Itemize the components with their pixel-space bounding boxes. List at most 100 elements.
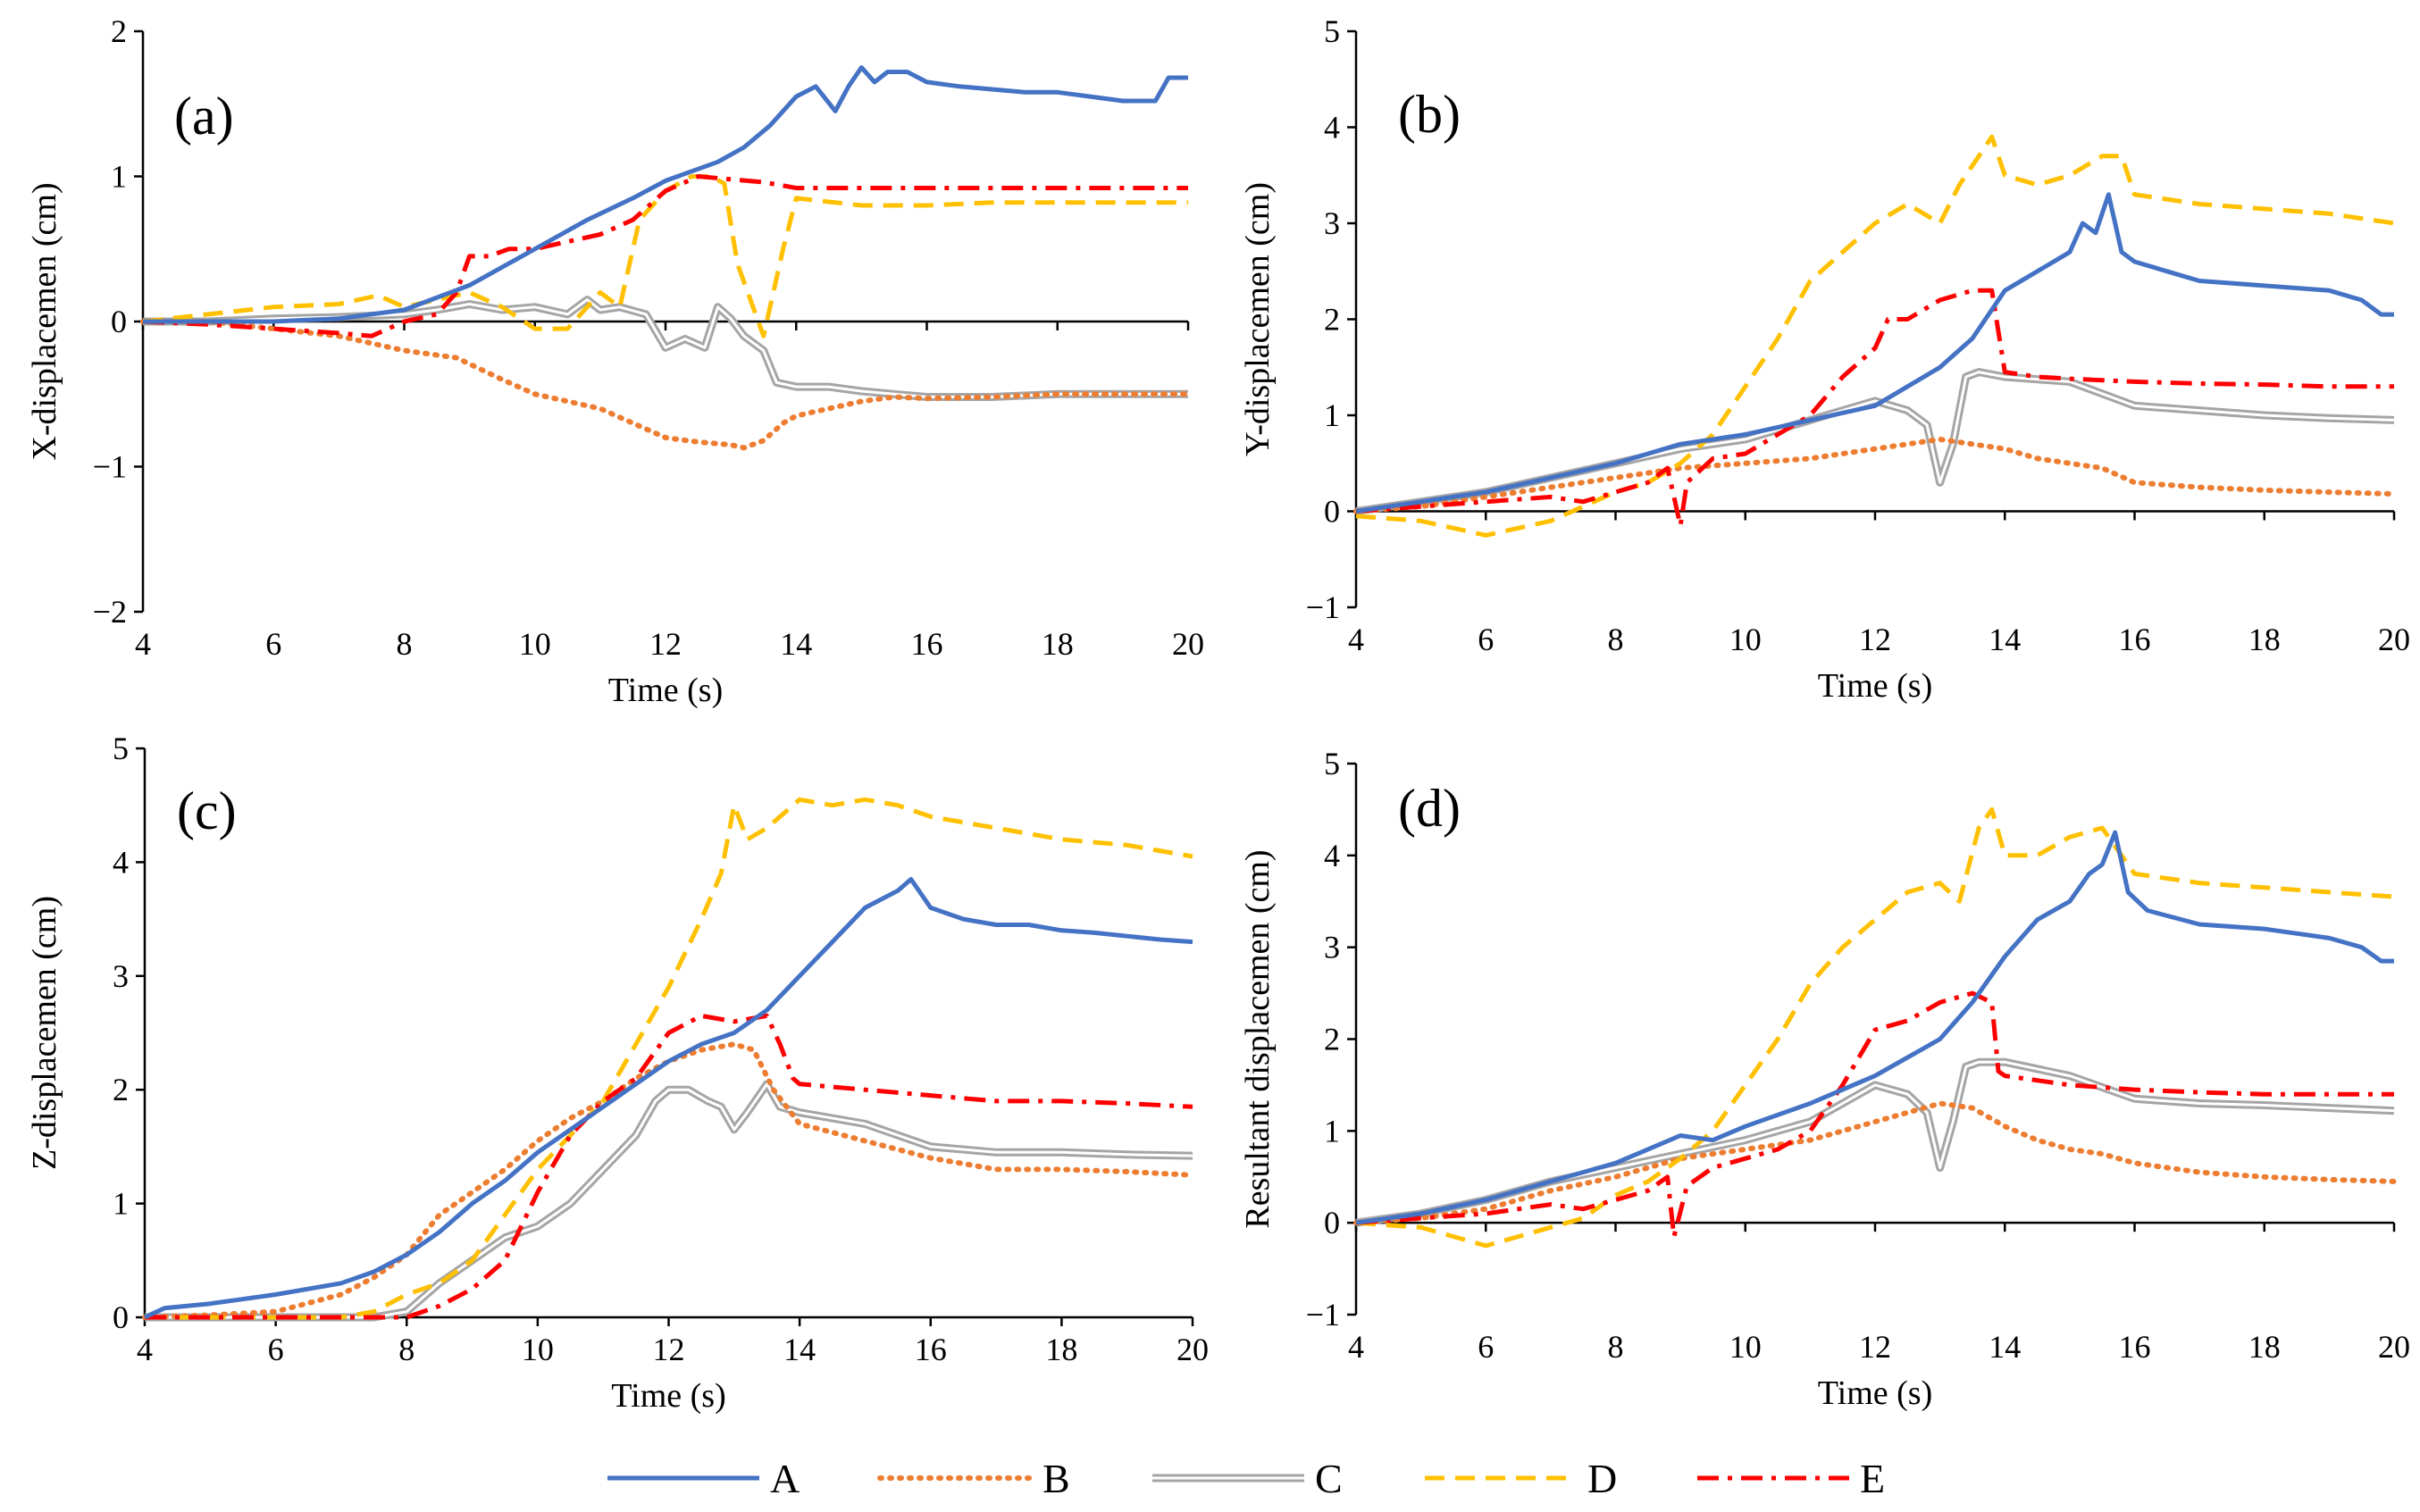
x-tick-label: 6 xyxy=(265,626,281,662)
x-tick-label: 8 xyxy=(1608,622,1624,657)
y-tick-label: 1 xyxy=(113,1186,129,1222)
y-tick-label: −1 xyxy=(1306,1297,1340,1332)
y-tick-label: 3 xyxy=(113,958,129,994)
legend-label-b: B xyxy=(1043,1456,1070,1501)
series-d xyxy=(142,174,1188,338)
x-tick-label: 4 xyxy=(137,1332,153,1367)
x-tick-label: 10 xyxy=(1729,622,1762,657)
series-e xyxy=(1355,288,2394,529)
x-axis-title: Time (s) xyxy=(608,672,723,709)
x-tick-label: 4 xyxy=(135,626,151,662)
x-tick-label: 16 xyxy=(915,1332,947,1367)
panel-label: (c) xyxy=(177,781,237,840)
legend: A B C D E xyxy=(607,1456,1885,1501)
y-tick-label: 0 xyxy=(1324,1205,1340,1241)
y-tick-label: 0 xyxy=(111,304,127,339)
x-tick-label: 16 xyxy=(2119,1329,2151,1365)
x-tick-label: 8 xyxy=(397,626,413,662)
y-tick-label: 5 xyxy=(1324,13,1340,49)
series-e xyxy=(142,174,1188,338)
x-tick-label: 12 xyxy=(653,1332,685,1367)
x-tick-label: 20 xyxy=(2378,1329,2410,1365)
x-tick-label: 20 xyxy=(2378,622,2410,657)
y-tick-label: −1 xyxy=(1306,589,1340,625)
x-tick-label: 18 xyxy=(2248,622,2281,657)
y-tick-label: 4 xyxy=(1324,838,1340,873)
x-axis-title: Time (s) xyxy=(1818,1374,1932,1412)
series-c xyxy=(145,1080,1193,1322)
x-tick-label: 16 xyxy=(911,626,943,662)
series-b xyxy=(1353,436,2397,514)
panel-label: (a) xyxy=(174,87,234,146)
x-tick-label: 10 xyxy=(519,626,551,662)
y-tick-label: 0 xyxy=(113,1299,129,1335)
y-tick-label: 1 xyxy=(1324,1113,1340,1149)
y-axis-title: Z-displacemen (cm) xyxy=(26,896,63,1170)
series-d xyxy=(1355,806,2395,1249)
y-axis-title: X-displacemen (cm) xyxy=(26,182,63,460)
series-b xyxy=(142,1041,1195,1320)
series-b xyxy=(140,319,1191,451)
y-tick-label: 5 xyxy=(1324,746,1340,781)
y-tick-label: 5 xyxy=(113,731,129,766)
x-tick-label: 16 xyxy=(2119,622,2151,657)
series-e xyxy=(145,1013,1193,1320)
x-tick-label: 18 xyxy=(1042,626,1074,662)
x-axis-title: Time (s) xyxy=(1818,667,1932,705)
legend-label-d: D xyxy=(1587,1456,1617,1501)
series-a xyxy=(143,65,1188,324)
y-tick-label: 4 xyxy=(113,844,129,880)
y-tick-label: 1 xyxy=(111,159,127,195)
series-a xyxy=(1355,830,2394,1225)
x-tick-label: 14 xyxy=(1989,1329,2021,1365)
legend-label-e: E xyxy=(1860,1456,1885,1501)
series-a xyxy=(1355,192,2394,514)
panel-label: (b) xyxy=(1398,85,1461,144)
y-tick-label: 2 xyxy=(113,1072,129,1107)
x-tick-label: 14 xyxy=(1989,622,2021,657)
x-tick-label: 20 xyxy=(1177,1332,1209,1367)
x-tick-label: 6 xyxy=(268,1332,284,1367)
x-tick-label: 14 xyxy=(780,626,812,662)
series-c-inner xyxy=(143,298,1188,398)
series-c-inner xyxy=(145,1082,1193,1319)
series-a xyxy=(143,877,1193,1320)
series-d xyxy=(145,797,1193,1320)
y-tick-label: 2 xyxy=(111,13,127,49)
legend-label-c: C xyxy=(1315,1456,1343,1501)
legend-label-a: A xyxy=(770,1456,800,1501)
y-tick-label: 1 xyxy=(1324,397,1340,433)
x-tick-label: 4 xyxy=(1348,1329,1364,1365)
x-tick-label: 10 xyxy=(1729,1329,1762,1365)
x-tick-label: 4 xyxy=(1348,622,1364,657)
x-tick-label: 18 xyxy=(1045,1332,1077,1367)
y-tick-label: 2 xyxy=(1324,302,1340,338)
x-tick-label: 20 xyxy=(1172,626,1204,662)
y-tick-label: 4 xyxy=(1324,110,1340,146)
x-tick-label: 12 xyxy=(649,626,682,662)
x-axis-title: Time (s) xyxy=(611,1377,725,1415)
x-tick-label: 12 xyxy=(1859,622,1891,657)
panel-label: (d) xyxy=(1398,779,1461,838)
y-tick-label: 2 xyxy=(1324,1022,1340,1057)
x-tick-label: 6 xyxy=(1478,622,1494,657)
series-d xyxy=(1355,134,2395,538)
y-tick-label: −2 xyxy=(93,594,127,630)
y-axis-title: Resultant displacemen (cm) xyxy=(1239,849,1277,1228)
y-tick-label: −1 xyxy=(93,449,127,485)
y-tick-label: 3 xyxy=(1324,205,1340,241)
x-tick-label: 6 xyxy=(1478,1329,1494,1365)
x-tick-label: 8 xyxy=(1608,1329,1624,1365)
y-axis-title: Y-displacemen (cm) xyxy=(1239,182,1277,456)
series-b xyxy=(1353,1100,2397,1226)
x-tick-label: 8 xyxy=(398,1332,414,1367)
x-tick-label: 10 xyxy=(522,1332,554,1367)
y-tick-label: 0 xyxy=(1324,494,1340,530)
x-tick-label: 18 xyxy=(2248,1329,2281,1365)
series-c-inner xyxy=(1355,1060,2395,1224)
